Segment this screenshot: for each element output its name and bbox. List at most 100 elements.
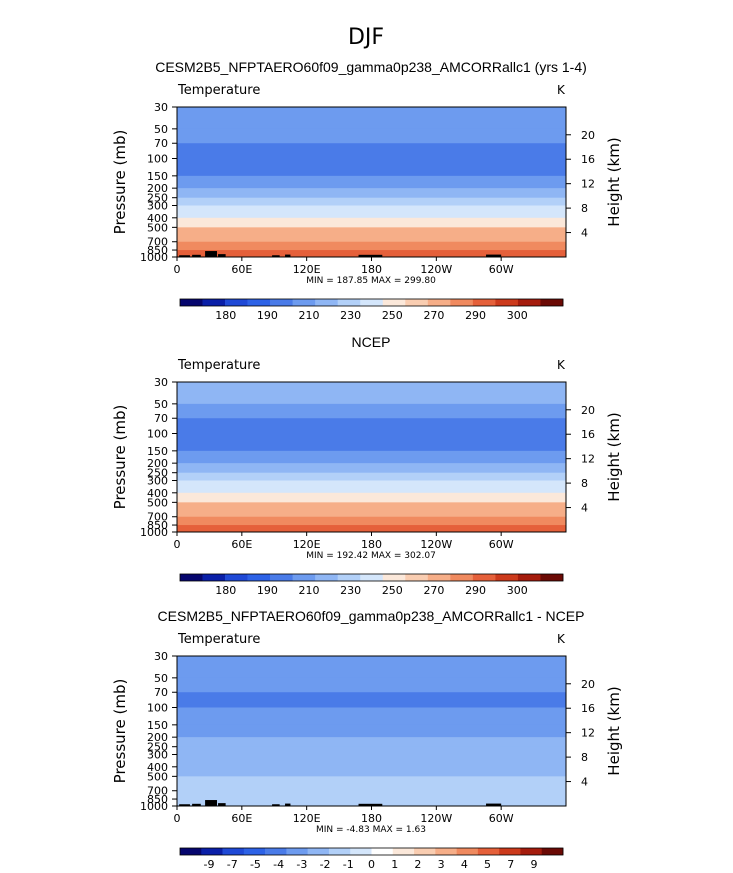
colorbar-label: -7 (227, 858, 238, 871)
colorbar-swatch (472, 299, 496, 306)
field-band (177, 205, 566, 219)
height-tick-label: 8 (581, 751, 588, 764)
y-axis-title: Pressure (mb) (111, 130, 129, 235)
colorbar-label: 230 (340, 584, 361, 597)
x-tick-label: 60W (489, 263, 514, 276)
x-tick-label: 0 (174, 812, 181, 825)
y-tick-label: 1000 (140, 251, 168, 264)
colorbar-label: -4 (273, 858, 284, 871)
topography-mask (486, 254, 502, 257)
colorbar-swatch (450, 299, 474, 306)
field-band (177, 433, 566, 452)
colorbar-label: 210 (299, 584, 320, 597)
field-band (177, 217, 566, 228)
colorbar-swatch (201, 848, 223, 855)
y-tick-label: 200 (147, 457, 168, 470)
field-band (177, 382, 566, 405)
x-tick-label: 60W (489, 812, 514, 825)
field-band (177, 707, 566, 726)
topography-mask (205, 800, 217, 806)
y-tick-label: 300 (147, 748, 168, 761)
variable-label: Temperature (177, 632, 260, 647)
field-band (177, 197, 566, 206)
y-tick-label: 30 (154, 101, 168, 114)
field-band (177, 799, 566, 807)
y-tick-label: 400 (147, 487, 168, 500)
panel-1: CESM2B5_NFPTAERO60f09_gamma0p238_AMCORRa… (111, 59, 623, 322)
y-tick-label: 850 (147, 519, 168, 532)
y-tick-label: 50 (154, 672, 168, 685)
field-band (177, 724, 566, 738)
colorbar-label: 270 (423, 584, 444, 597)
field-band (177, 158, 566, 177)
field-band (177, 746, 566, 755)
topography-mask (179, 255, 190, 257)
colorbar-label: 190 (257, 309, 278, 322)
height-tick-label: 4 (581, 776, 588, 789)
colorbar-swatch (315, 574, 339, 581)
colorbar-swatch (315, 299, 339, 306)
y-axis-title: Pressure (mb) (111, 405, 129, 510)
colorbar-swatch (270, 299, 293, 306)
colorbar-swatch (517, 299, 541, 306)
y-tick-label: 150 (147, 445, 168, 458)
topography-mask (486, 803, 502, 806)
colorbar-swatch (337, 299, 361, 306)
y-tick-label: 700 (147, 511, 168, 524)
field-band (177, 692, 566, 709)
x-tick-label: 120W (420, 538, 452, 551)
colorbar-label: 9 (530, 858, 537, 871)
y-tick-label: 400 (147, 212, 168, 225)
colorbar-label: 270 (423, 309, 444, 322)
height-tick-label: 16 (581, 153, 595, 166)
y-tick-label: 500 (147, 770, 168, 783)
y-tick-label: 30 (154, 650, 168, 663)
colorbar-label: 2 (414, 858, 421, 871)
colorbar-swatch (495, 574, 519, 581)
stats-text: MIN = -4.83 MAX = 1.63 (316, 825, 426, 835)
y-tick-label: 70 (154, 412, 168, 425)
x-tick-label: 120E (293, 263, 321, 276)
colorbar-swatch (405, 574, 429, 581)
field-band (177, 754, 566, 768)
colorbar-swatch (540, 574, 564, 581)
colorbar-swatch (456, 848, 479, 855)
panel-title: CESM2B5_NFPTAERO60f09_gamma0p238_AMCORRa… (155, 59, 587, 75)
colorbar-label: 290 (465, 584, 486, 597)
colorbar-label: 250 (382, 584, 403, 597)
field-band (177, 516, 566, 526)
y-axis-right-title: Height (km) (605, 137, 623, 226)
field-band (177, 107, 566, 130)
colorbar-label: 300 (507, 584, 528, 597)
colorbar-label: 4 (461, 858, 468, 871)
y-tick-label: 400 (147, 761, 168, 774)
stats-text: MIN = 187.85 MAX = 299.80 (306, 276, 436, 286)
colorbar-frame (179, 847, 564, 856)
y-tick-label: 500 (147, 496, 168, 509)
x-tick-label: 120E (293, 538, 321, 551)
field-band (177, 450, 566, 464)
colorbar-swatch (225, 299, 248, 306)
x-tick-label: 0 (174, 538, 181, 551)
stats-text: MIN = 192.42 MAX = 302.07 (306, 551, 436, 561)
colorbar-swatch (270, 574, 293, 581)
colorbar-swatch (495, 299, 519, 306)
colorbar-label: 210 (299, 309, 320, 322)
y-tick-label: 100 (147, 428, 168, 441)
panel-title: CESM2B5_NFPTAERO60f09_gamma0p238_AMCORRa… (158, 608, 585, 624)
units-label: K (557, 83, 566, 97)
colorbar-swatch (202, 574, 226, 581)
colorbar-label: 180 (215, 309, 236, 322)
y-tick-label: 850 (147, 793, 168, 806)
field-band (177, 790, 566, 800)
y-tick-label: 30 (154, 376, 168, 389)
height-tick-label: 20 (581, 678, 595, 691)
colorbar-swatch (499, 848, 521, 855)
y-axis-title: Pressure (mb) (111, 679, 129, 784)
colorbar-swatch (371, 848, 394, 855)
topography-mask (358, 803, 383, 806)
colorbar-swatch (286, 848, 308, 855)
y-tick-label: 250 (147, 741, 168, 754)
